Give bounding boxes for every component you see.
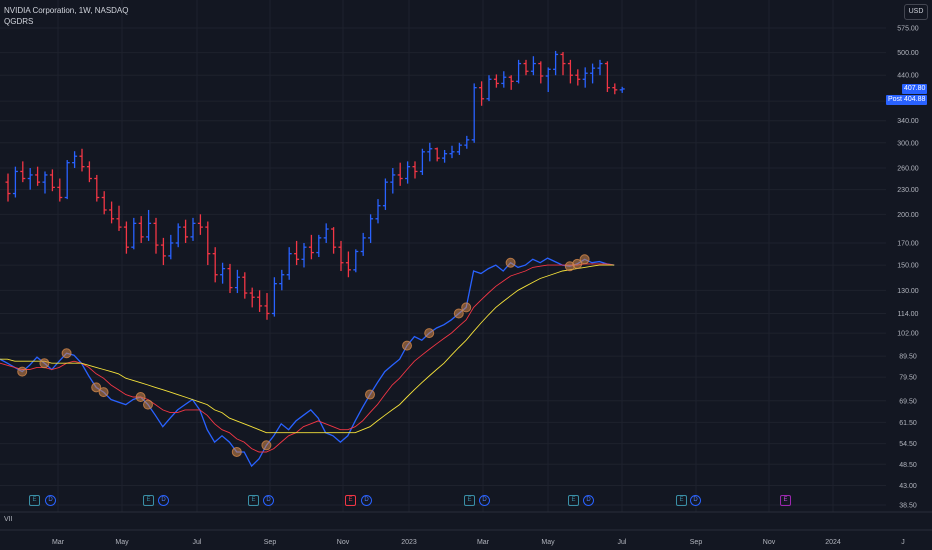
y-tick-label: 79.50 — [899, 375, 917, 382]
crossover-marker — [17, 366, 28, 377]
dividend-event-icon[interactable]: D — [583, 495, 594, 506]
x-tick-label: Sep — [264, 539, 277, 546]
lower-pane-label: VII — [4, 516, 13, 523]
x-tick-label: Mar — [477, 539, 490, 546]
slow-ma-line — [0, 264, 615, 434]
currency-button[interactable]: USD — [904, 4, 928, 20]
x-tick-label: Jul — [618, 539, 627, 546]
earnings-event-icon[interactable]: E — [345, 495, 356, 506]
last-price-tag: 407.80 — [902, 84, 928, 94]
y-tick-label: 114.00 — [898, 311, 919, 318]
post-price-tag: 404.88 — [902, 95, 928, 105]
y-tick-label: 150.00 — [897, 263, 919, 270]
crossover-marker — [261, 440, 272, 451]
crossover-marker — [143, 399, 153, 410]
dividend-event-icon[interactable]: D — [158, 495, 169, 506]
dividend-event-icon[interactable]: D — [45, 495, 56, 506]
y-tick-label: 43.00 — [899, 483, 917, 490]
earnings-event-icon[interactable]: E — [248, 495, 259, 506]
y-tick-label: 440.00 — [897, 73, 919, 80]
x-tick-label: May — [541, 539, 555, 546]
earnings-event-icon[interactable]: E — [143, 495, 154, 506]
x-tick-label: Jul — [193, 539, 202, 546]
earnings-event-icon[interactable]: E — [464, 495, 475, 506]
earnings-event-icon[interactable]: E — [676, 495, 687, 506]
symbol-title: NVIDIA Corporation, 1W, NASDAQ — [4, 6, 129, 15]
crossover-marker — [98, 387, 109, 398]
x-tick-label: May — [115, 539, 129, 546]
y-tick-label: 230.00 — [897, 187, 919, 194]
dividend-event-icon[interactable]: D — [263, 495, 274, 506]
y-tick-label: 48.50 — [899, 462, 917, 469]
earnings-event-icon[interactable]: E — [568, 495, 579, 506]
crossover-marker — [365, 389, 375, 400]
dividend-event-icon[interactable]: D — [361, 495, 372, 506]
crossover-marker — [61, 348, 72, 359]
indicator-label: QGDRS — [4, 17, 34, 26]
y-tick-label: 300.00 — [897, 140, 919, 147]
crossover-marker — [402, 340, 412, 351]
crossover-marker — [135, 392, 146, 403]
post-label-tag: Post — [886, 95, 905, 105]
crossover-marker — [231, 446, 242, 457]
y-tick-label: 575.00 — [897, 26, 919, 33]
earnings-event-icon[interactable]: E — [29, 495, 40, 506]
y-tick-label: 69.50 — [899, 398, 917, 405]
dividend-event-icon[interactable]: D — [690, 495, 701, 506]
earnings-event-icon[interactable]: E — [780, 495, 791, 506]
y-tick-label: 89.50 — [899, 354, 917, 361]
x-tick-label: Sep — [690, 539, 703, 546]
y-tick-label: 61.50 — [899, 420, 917, 427]
y-tick-label: 54.50 — [899, 441, 917, 448]
crossover-marker — [579, 254, 590, 265]
fast-ma-line — [0, 263, 615, 453]
crossover-marker — [505, 257, 516, 268]
y-tick-label: 102.00 — [897, 331, 919, 338]
crossover-marker — [424, 328, 435, 339]
y-tick-label: 200.00 — [897, 212, 919, 219]
oscillator-line — [0, 257, 615, 468]
crossover-marker — [461, 302, 472, 313]
y-tick-label: 340.00 — [897, 118, 919, 125]
y-tick-label: 260.00 — [897, 166, 919, 173]
y-tick-label: 130.00 — [897, 288, 919, 295]
x-tick-label: Mar — [52, 539, 65, 546]
y-tick-label: 500.00 — [897, 50, 919, 57]
y-tick-label: 38.50 — [899, 503, 917, 510]
dividend-event-icon[interactable]: D — [479, 495, 490, 506]
x-tick-label: 2023 — [401, 539, 417, 546]
x-tick-label: Nov — [337, 539, 350, 546]
crossover-marker — [572, 258, 583, 269]
x-tick-label: J — [901, 539, 905, 546]
y-tick-label: 170.00 — [897, 240, 919, 247]
crossover-marker — [453, 308, 464, 319]
crossover-marker — [91, 382, 102, 393]
crossover-marker — [39, 358, 50, 369]
x-tick-label: Nov — [763, 539, 776, 546]
x-tick-label: 2024 — [825, 539, 841, 546]
